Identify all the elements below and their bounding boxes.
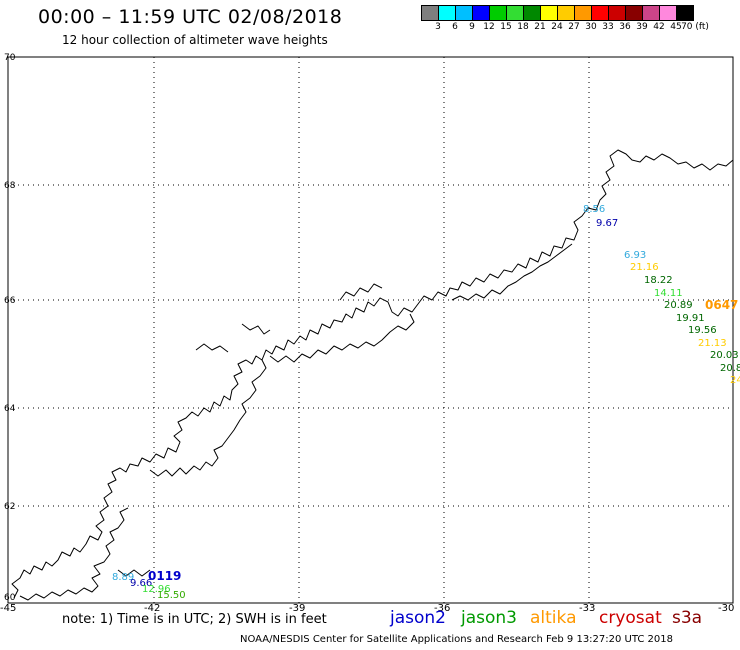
colorbar-label: 18 xyxy=(517,22,529,32)
lon-label-m42: -42 xyxy=(144,603,160,614)
obs-value: 14.11 xyxy=(654,288,683,299)
mission-altika: altika xyxy=(530,608,577,628)
colorbar-swatch xyxy=(677,6,693,20)
lat-label-70: 70 xyxy=(4,53,16,63)
lat-label-68: 68 xyxy=(4,181,16,191)
lon-label-m39: -39 xyxy=(289,603,305,614)
colorbar-swatch xyxy=(422,6,439,20)
obs-value: 19.56 xyxy=(688,325,717,336)
units-note: note: 1) Time is in UTC; 2) SWH is in fe… xyxy=(62,612,327,627)
colorbar-label: 45 xyxy=(670,22,682,32)
colorbar-label: 15 xyxy=(500,22,512,32)
observation-labels: 8.56 9.67 6.93 21.16 18.22 14.11 20.89 1… xyxy=(112,204,740,601)
map-subtitle: 12 hour collection of altimeter wave hei… xyxy=(62,33,328,47)
colorbar-swatch xyxy=(558,6,575,20)
obs-value: 8.56 xyxy=(583,204,605,215)
pass-time-0119: 0119 xyxy=(148,569,181,583)
colorbar-label: 30 xyxy=(585,22,597,32)
colorbar-swatch xyxy=(541,6,558,20)
colorbar-label: 12 xyxy=(483,22,495,32)
lon-label-m30: -30 xyxy=(718,603,734,614)
obs-value: 8.89 xyxy=(112,572,134,583)
colorbar-swatch xyxy=(609,6,626,20)
colorbar-label: 33 xyxy=(602,22,614,32)
lon-label-m36: -36 xyxy=(434,603,450,614)
colorbar-label: 39 xyxy=(636,22,648,32)
plot-frame xyxy=(7,56,734,604)
greenland-coastline xyxy=(11,149,734,601)
mission-s3a: s3a xyxy=(672,608,703,628)
colorbar-label: 70 (ft) xyxy=(681,22,709,32)
mission-jason3: jason3 xyxy=(461,608,517,628)
colorbar-swatch xyxy=(456,6,473,20)
obs-value: 24 xyxy=(730,375,740,386)
lon-label-m33: -33 xyxy=(579,603,595,614)
wave-height-colorbar xyxy=(421,5,694,21)
obs-value: 20.8 xyxy=(720,363,740,374)
obs-value: 21.13 xyxy=(698,338,727,349)
colorbar-swatch xyxy=(660,6,677,20)
lat-label-62: 62 xyxy=(4,502,15,512)
graticule xyxy=(8,57,733,603)
obs-value: 12.96 xyxy=(142,584,171,595)
obs-value: 20.89 xyxy=(664,300,693,311)
colorbar-label: 36 xyxy=(619,22,631,32)
credit-line: NOAA/NESDIS Center for Satellite Applica… xyxy=(240,634,673,645)
obs-value: 19.91 xyxy=(676,313,705,324)
colorbar-swatch xyxy=(507,6,524,20)
obs-value: 15.50 xyxy=(157,590,186,601)
map-title: 00:00 – 11:59 UTC 02/08/2018 xyxy=(38,6,343,28)
obs-value: 6.93 xyxy=(624,250,646,261)
obs-value: 20.03 xyxy=(710,350,739,361)
colorbar-swatch xyxy=(439,6,456,20)
colorbar-swatch xyxy=(473,6,490,20)
colorbar-swatch xyxy=(490,6,507,20)
colorbar-label: 42 xyxy=(653,22,665,32)
colorbar-label: 21 xyxy=(534,22,546,32)
obs-value: 18.22 xyxy=(644,275,673,286)
colorbar-swatch xyxy=(592,6,609,20)
mission-cryosat: cryosat xyxy=(599,608,662,628)
colorbar-swatch xyxy=(575,6,592,20)
lat-label-66: 66 xyxy=(4,296,16,306)
lat-label-60: 60 xyxy=(4,593,16,603)
obs-value: 9.66 xyxy=(130,578,152,589)
lon-label-m45: -45 xyxy=(0,603,16,614)
colorbar-swatch xyxy=(643,6,660,20)
obs-value: 21.16 xyxy=(630,262,659,273)
obs-value: 9.67 xyxy=(596,218,618,229)
colorbar-label: 27 xyxy=(568,22,580,32)
colorbar-label: 9 xyxy=(469,22,475,32)
mission-jason2: jason2 xyxy=(390,608,446,628)
colorbar-label: 24 xyxy=(551,22,563,32)
lat-label-64: 64 xyxy=(4,404,16,414)
colorbar-swatch xyxy=(524,6,541,20)
colorbar-label: 3 xyxy=(435,22,441,32)
colorbar-label: 6 xyxy=(452,22,458,32)
colorbar-swatch xyxy=(626,6,643,20)
pass-time-0647: 0647 xyxy=(705,298,738,312)
